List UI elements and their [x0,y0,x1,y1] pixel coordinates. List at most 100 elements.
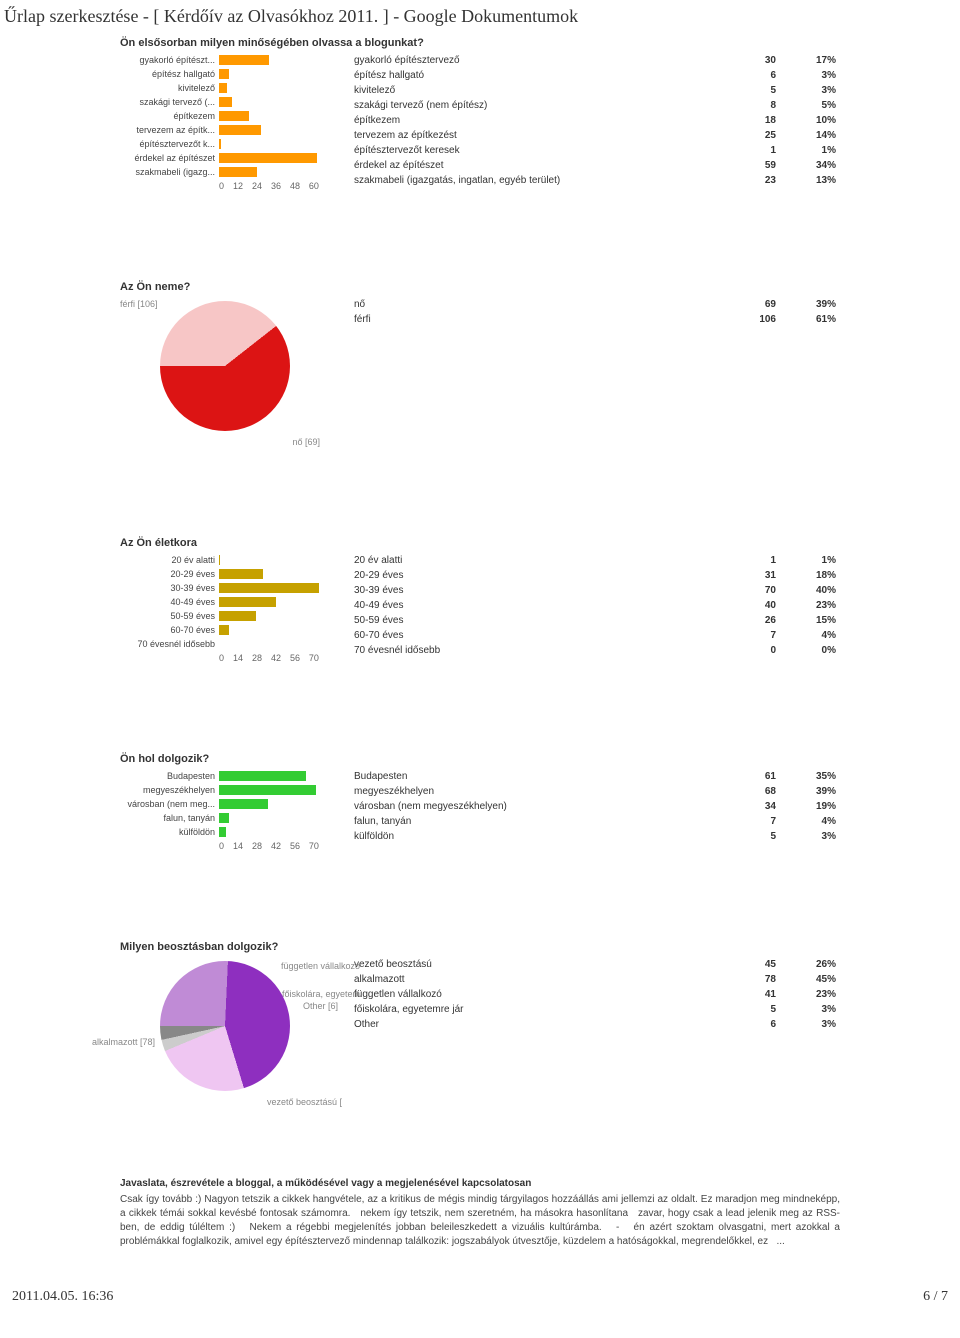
table-cell-pct: 3% [780,83,840,98]
table-row: nő6939% [350,297,840,312]
chart-bar [219,111,249,121]
chart-row: építésztervezőt k... [120,137,330,151]
table-cell-label: főiskolára, egyetemre jár [350,1002,720,1017]
chart-category-label: Budapesten [120,771,215,781]
chart-bar [219,555,220,565]
table-row: vezető beosztású4526% [350,957,840,972]
chart-category-label: 70 évesnél idősebb [120,639,215,649]
chart-category-label: megyeszékhelyen [120,785,215,795]
chart-category-label: 20-29 éves [120,569,215,579]
chart-row: városban (nem meg... [120,797,330,811]
chart-bar [219,827,226,837]
table-cell-count: 5 [720,1002,780,1017]
table-cell-label: Budapesten [350,769,720,784]
table-cell-count: 26 [720,613,780,628]
q3-title: Az Ön életkora [120,537,840,549]
table-row: férfi10661% [350,312,840,327]
chart-category-label: építész hallgató [120,69,215,79]
chart-category-label: tervezem az építk... [120,125,215,135]
chart-row: 20 év alatti [120,553,330,567]
table-cell-pct: 1% [780,553,840,568]
table-cell-pct: 4% [780,814,840,829]
table-cell-pct: 14% [780,128,840,143]
table-cell-count: 23 [720,173,780,188]
table-cell-count: 25 [720,128,780,143]
chart-row: építész hallgató [120,67,330,81]
chart-category-label: 20 év alatti [120,555,215,565]
chart-row: 30-39 éves [120,581,330,595]
question-q1: Ön elsősorban milyen minőségében olvassa… [120,37,840,191]
table-cell-label: szakmabeli (igazgatás, ingatlan, egyéb t… [350,173,720,188]
chart-row: szakmabeli (igazg... [120,165,330,179]
table-cell-pct: 23% [780,598,840,613]
table-cell-count: 5 [720,829,780,844]
chart-bar [219,69,229,79]
table-cell-label: független vállalkozó [350,987,720,1002]
table-cell-pct: 3% [780,1017,840,1032]
table-cell-label: építésztervezőt keresek [350,143,720,158]
table-cell-count: 18 [720,113,780,128]
chart-row: Budapesten [120,769,330,783]
chart-category-label: 50-59 éves [120,611,215,621]
table-cell-count: 40 [720,598,780,613]
q5-title: Milyen beosztásban dolgozik? [120,941,840,953]
chart-bar [219,771,306,781]
chart-row: kivitelező [120,81,330,95]
page-title: Űrlap szerkesztése - [ Kérdőív az Olvasó… [0,0,960,37]
table-cell-label: 40-49 éves [350,598,720,613]
table-cell-label: tervezem az építkezést [350,128,720,143]
q2-title: Az Ön neme? [120,281,840,293]
table-cell-label: nő [350,297,720,312]
table-cell-label: 30-39 éves [350,583,720,598]
table-cell-pct: 13% [780,173,840,188]
chart-row: szakági tervező (... [120,95,330,109]
chart-row: építkezem [120,109,330,123]
table-cell-pct: 5% [780,98,840,113]
table-cell-pct: 3% [780,68,840,83]
table-cell-pct: 10% [780,113,840,128]
q5-legend-left: alkalmazott [78] [92,1037,155,1047]
table-cell-label: érdekel az építészet [350,158,720,173]
table-cell-count: 0 [720,643,780,658]
table-cell-label: 60-70 éves [350,628,720,643]
table-cell-label: 20 év alatti [350,553,720,568]
chart-bar [219,83,227,93]
chart-row: külföldön [120,825,330,839]
table-cell-count: 6 [720,68,780,83]
chart-category-label: érdekel az építészet [120,153,215,163]
table-cell-count: 1 [720,143,780,158]
table-cell-pct: 1% [780,143,840,158]
question-q3: Az Ön életkora 20 év alatti 20-29 éves 30-… [120,537,840,663]
chart-category-label: szakági tervező (... [120,97,215,107]
table-cell-count: 7 [720,628,780,643]
table-row: építésztervezőt keresek11% [350,143,840,158]
chart-row: 70 évesnél idősebb [120,637,330,651]
q5-legend-mid: főiskolára, egyetem [282,989,360,999]
chart-row: 50-59 éves [120,609,330,623]
chart-bar [219,97,232,107]
chart-row: érdekel az építészet [120,151,330,165]
table-row: kivitelező53% [350,83,840,98]
chart-axis: 01428425670 [219,841,319,851]
chart-category-label: 60-70 éves [120,625,215,635]
chart-axis: 01428425670 [219,653,319,663]
chart-bar [219,583,319,593]
table-cell-label: megyeszékhelyen [350,784,720,799]
table-row: gyakorló építésztervező3017% [350,53,840,68]
chart-category-label: építkezem [120,111,215,121]
chart-row: gyakorló építészt... [120,53,330,67]
chart-category-label: városban (nem meg... [120,799,215,809]
table-cell-label: városban (nem megyeszékhelyen) [350,799,720,814]
table-row: tervezem az építkezést2514% [350,128,840,143]
chart-bar [219,611,256,621]
q3-table: 20 év alatti11%20-29 éves3118%30-39 éves… [350,553,840,658]
chart-bar [219,785,316,795]
q1-chart: gyakorló építészt... építész hallgató kivi… [120,53,330,191]
table-row: érdekel az építészet5934% [350,158,840,173]
chart-category-label: szakmabeli (igazg... [120,167,215,177]
table-cell-pct: 40% [780,583,840,598]
q2-chart: férfi [106] nő [69] [120,297,330,447]
table-cell-pct: 3% [780,829,840,844]
chart-row: 40-49 éves [120,595,330,609]
q5-chart: független vállalkozó főiskolára, egyetem… [120,957,330,1107]
